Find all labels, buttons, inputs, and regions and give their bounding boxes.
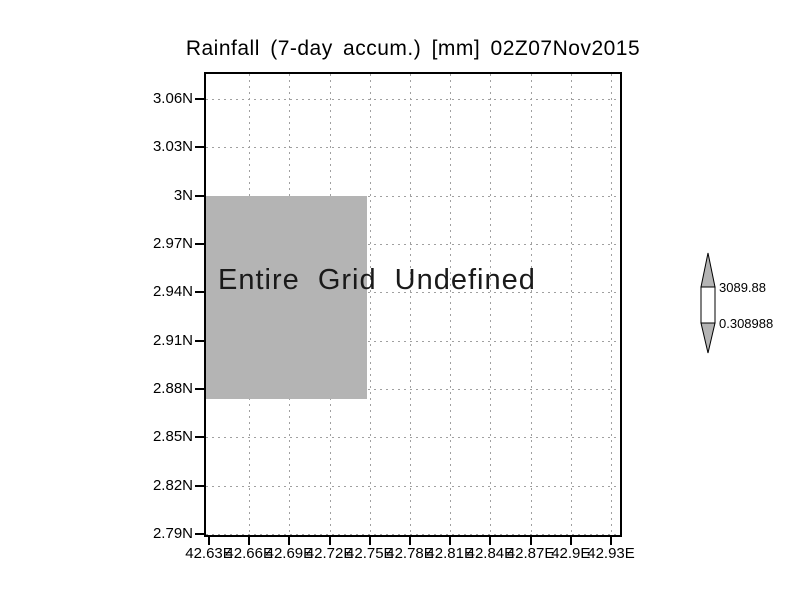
x-axis-tick (449, 537, 452, 545)
gridline-horizontal (206, 486, 620, 487)
gridline-horizontal (206, 292, 620, 293)
undefined-region-rect (206, 196, 367, 399)
x-axis-tick (248, 537, 251, 545)
colorbar-lower-triangle (700, 322, 716, 354)
y-tick-label: 2.88N (152, 379, 193, 397)
gridline-vertical (370, 74, 371, 535)
y-axis-tick (195, 291, 204, 294)
y-tick-label: 2.94N (152, 283, 193, 301)
y-axis-tick (195, 387, 204, 390)
gridline-horizontal (206, 147, 620, 148)
gridline-vertical (450, 74, 451, 535)
gridline-horizontal (206, 244, 620, 245)
y-tick-label: 3.06N (152, 90, 193, 107)
y-tick-label: 2.85N (152, 428, 193, 446)
chart-title: Rainfall (7-day accum.) [mm] 02Z07Nov201… (185, 37, 641, 60)
colorbar-mid-rect (700, 286, 716, 324)
y-tick-label: 3.03N (152, 138, 193, 156)
y-tick-label: 2.97N (152, 234, 193, 252)
gridline-horizontal (206, 437, 620, 438)
y-axis-tick (195, 242, 204, 245)
x-axis-tick (288, 537, 291, 545)
colorbar (700, 252, 716, 354)
undefined-annotation: Entire Grid Undefined (218, 264, 536, 296)
colorbar-min-label: 0.308988 (719, 316, 774, 331)
x-tick-label: 42.63E (185, 545, 233, 562)
y-axis-tick (195, 484, 204, 487)
x-axis-tick (328, 537, 331, 545)
x-axis-tick (569, 537, 572, 545)
x-tick-label: 42.75E (346, 545, 394, 562)
x-tick-label: 42.93E (587, 545, 635, 562)
x-axis-tick (368, 537, 371, 545)
x-axis-tick (208, 537, 210, 545)
x-tick-label: 42.87E (506, 545, 555, 562)
y-axis-tick (195, 146, 204, 149)
gridline-horizontal (206, 534, 620, 535)
x-tick-label: 42.81E (426, 545, 474, 562)
x-axis-tick (409, 537, 411, 545)
gridline-horizontal (206, 196, 620, 197)
y-axis-tick (195, 194, 204, 197)
x-axis-tick (489, 537, 492, 545)
gridline-horizontal (206, 99, 620, 100)
y-axis-tick (195, 436, 204, 439)
x-tick-label: 42.9E (551, 545, 591, 562)
gridline-horizontal (206, 341, 620, 342)
gridline-vertical (611, 74, 612, 535)
y-tick-label: 2.82N (152, 476, 193, 494)
y-axis-tick (195, 532, 204, 535)
x-tick-label: 42.78E (386, 545, 434, 562)
colorbar-upper-triangle (700, 252, 716, 288)
y-axis-tick (195, 339, 204, 342)
y-tick-label: 3N (173, 186, 193, 204)
y-axis-tick (195, 98, 204, 100)
y-tick-label: 2.79N (152, 524, 193, 542)
gridline-vertical (531, 74, 532, 535)
gridline-horizontal (206, 389, 620, 390)
plot-area: Entire Grid Undefined (204, 72, 622, 537)
x-tick-label: 42.84E (466, 545, 515, 562)
gridline-vertical (571, 74, 572, 535)
gridline-vertical (490, 74, 491, 535)
colorbar-max-label: 3089.88 (719, 280, 766, 295)
x-tick-label: 42.69E (265, 545, 314, 562)
x-axis-tick (529, 537, 532, 545)
y-tick-label: 2.91N (152, 331, 193, 349)
x-tick-label: 42.72E (305, 545, 354, 562)
gridline-vertical (410, 74, 411, 535)
x-tick-label: 42.66E (225, 545, 273, 562)
x-axis-tick (610, 537, 612, 545)
